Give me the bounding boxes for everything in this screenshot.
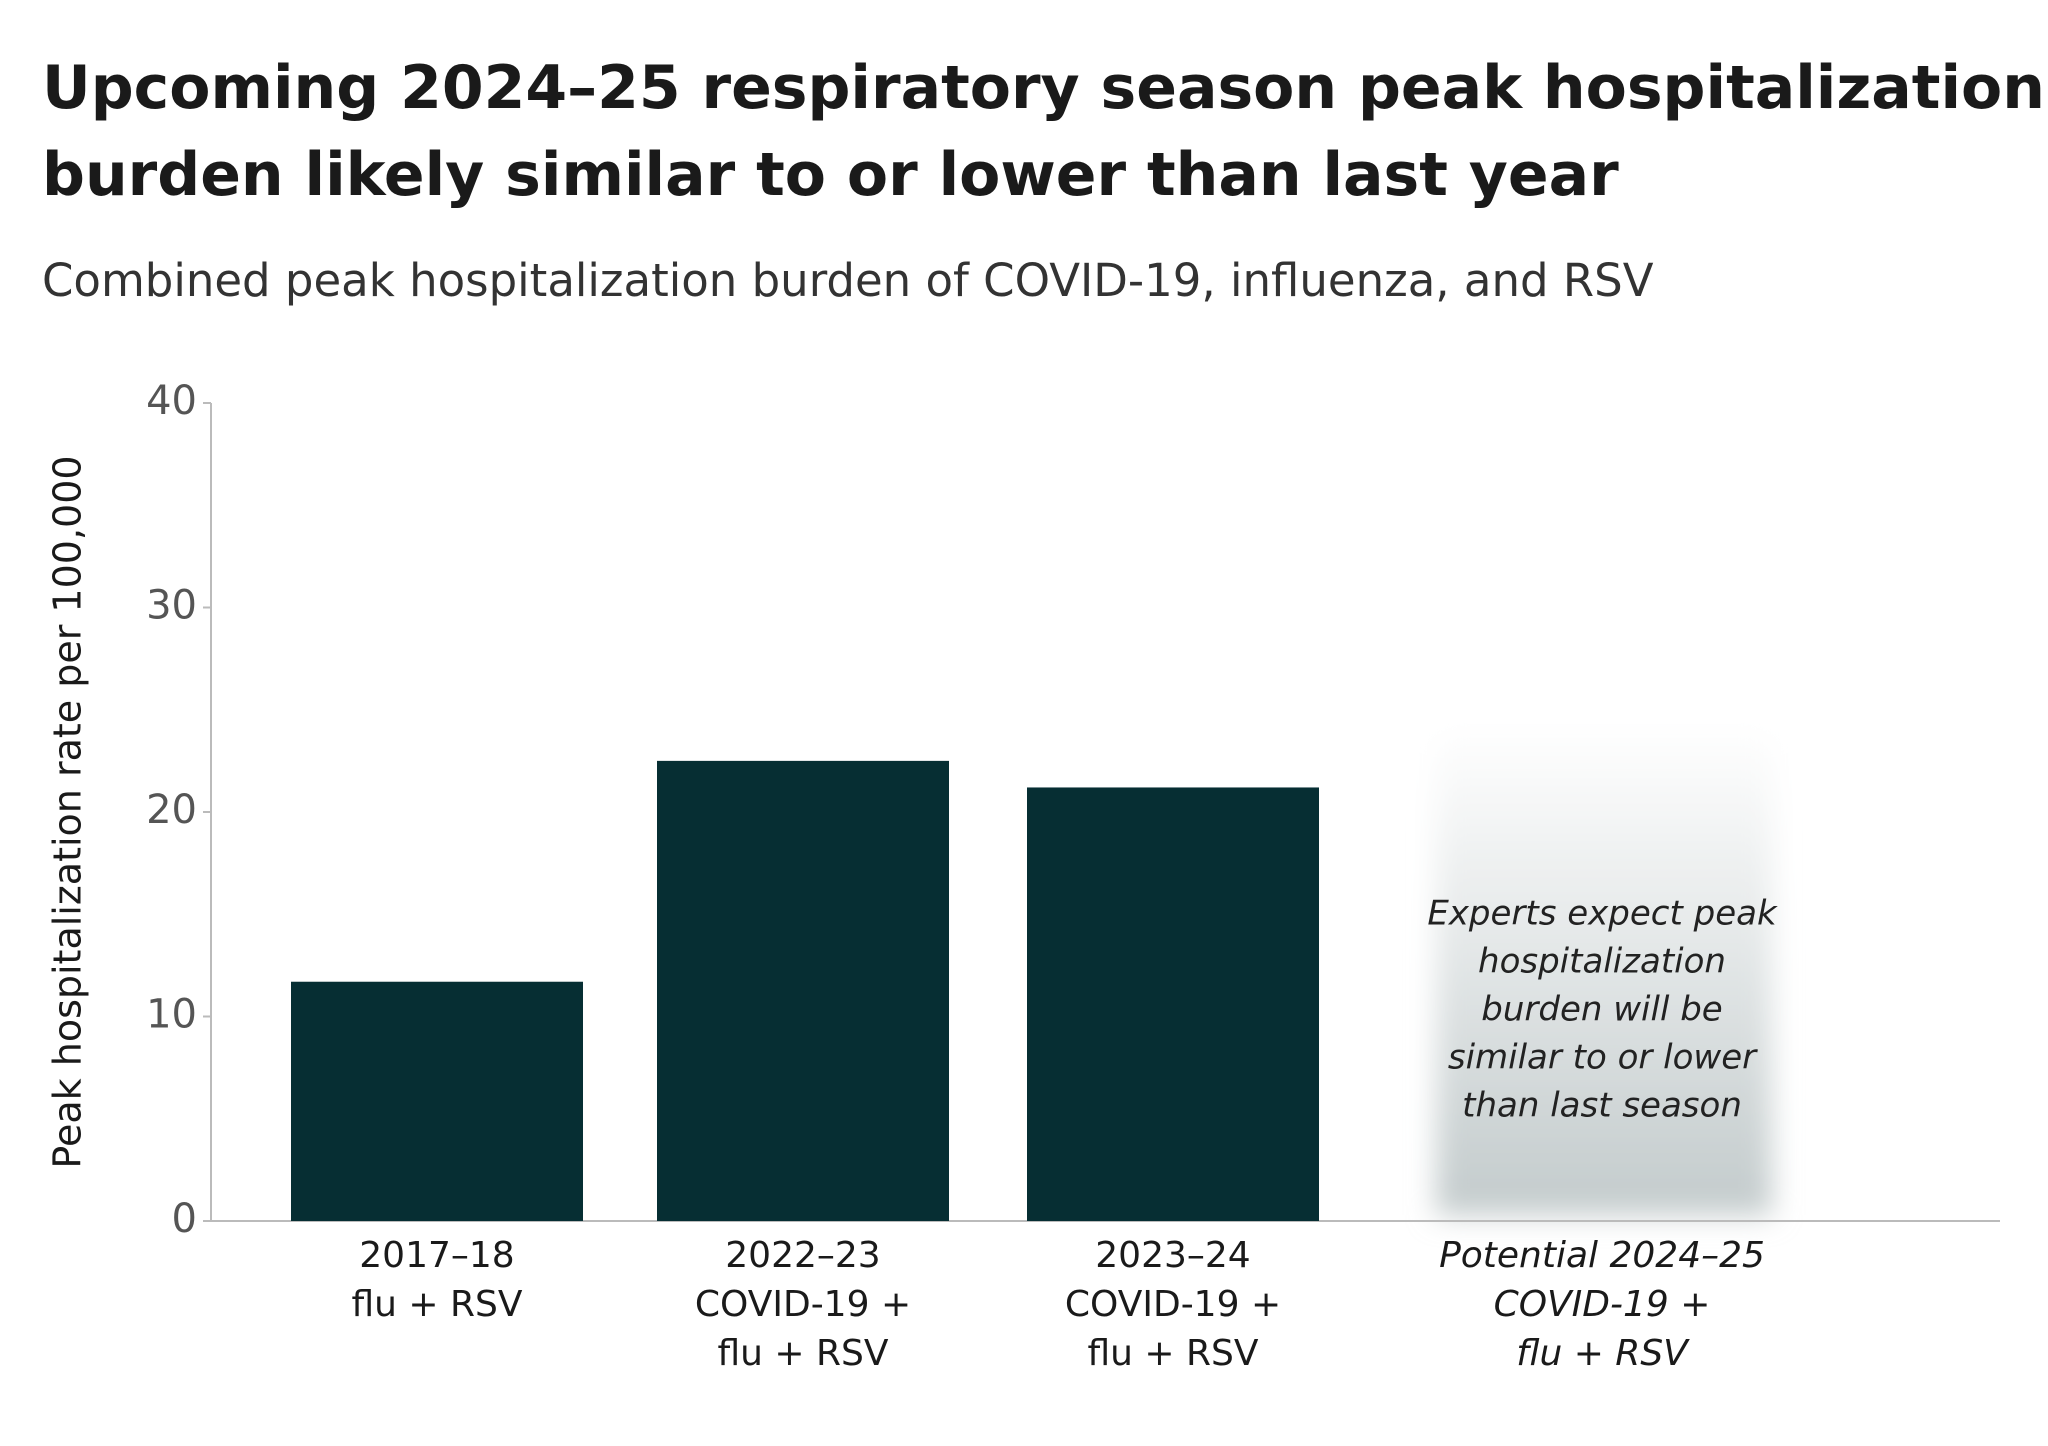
x-tick-label: Potential 2024–25 (1439, 1235, 1765, 1276)
annotation: than last season (1462, 1086, 1742, 1126)
y-tick-label: 30 (146, 583, 197, 629)
annotation: similar to or lower (1448, 1038, 1758, 1078)
y-tick-label: 40 (146, 378, 197, 424)
x-tick-label: COVID-19 + (1494, 1284, 1711, 1325)
bar (657, 760, 949, 1221)
x-tick-label: COVID-19 + (695, 1284, 911, 1325)
x-tick-label: flu + RSV (1087, 1333, 1258, 1374)
x-tick-label: 2023–24 (1095, 1235, 1250, 1276)
x-tick-label: 2017–18 (359, 1235, 514, 1276)
x-tick-label: COVID-19 + (1065, 1284, 1281, 1325)
x-tick-label: flu + RSV (1516, 1333, 1690, 1374)
y-tick-label: 20 (146, 787, 197, 833)
x-tick-label: 2022–23 (725, 1235, 880, 1276)
chart-title: Upcoming 2024–25 respiratory season peak… (42, 53, 2045, 123)
annotation: Experts expect peak (1427, 894, 1778, 934)
y-tick-label: 10 (146, 992, 197, 1038)
chart-title: burden likely similar to or lower than l… (42, 140, 1619, 210)
y-tick-label: 0 (172, 1196, 197, 1242)
annotation: hospitalization (1478, 942, 1726, 982)
bar (291, 981, 583, 1221)
chart-subtitle: Combined peak hospitalization burden of … (42, 254, 1654, 307)
projection-area (1436, 725, 1772, 1215)
x-tick-label: flu + RSV (351, 1284, 522, 1325)
annotation: burden will be (1481, 990, 1722, 1030)
x-tick-label: flu + RSV (717, 1333, 888, 1374)
bar (1027, 787, 1319, 1221)
y-axis-label: Peak hospitalization rate per 100,000 (46, 455, 90, 1168)
